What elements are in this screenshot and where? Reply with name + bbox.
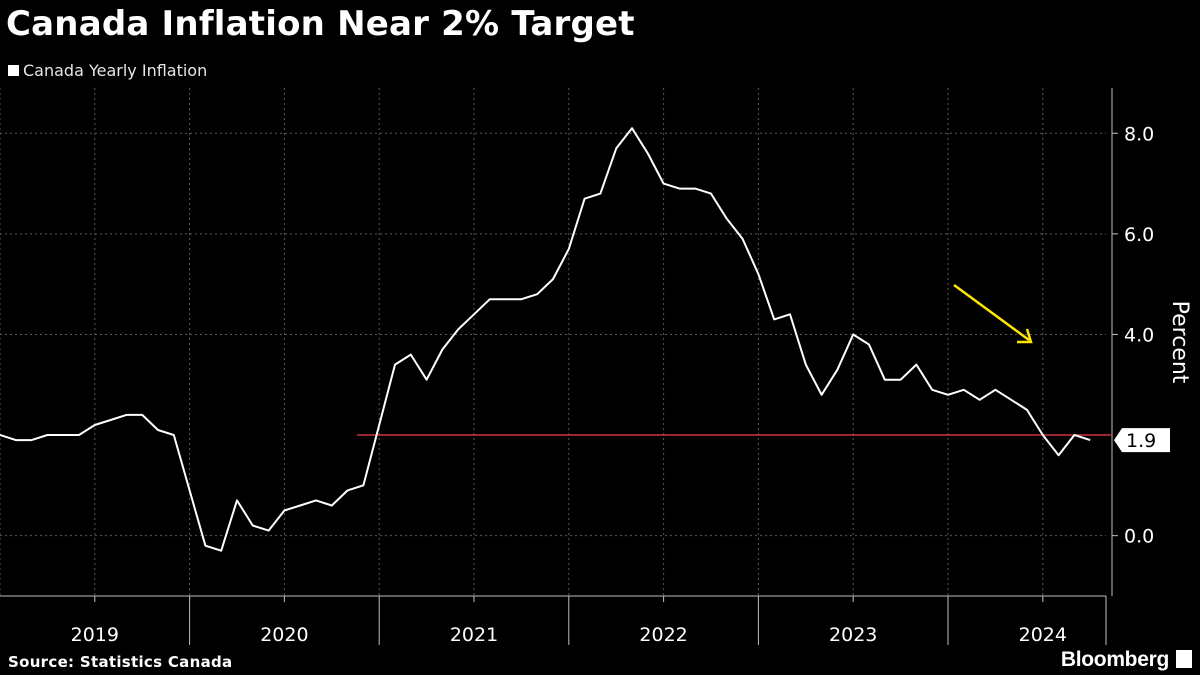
x-tick-label: 2020 (260, 624, 308, 646)
legend-swatch (8, 65, 19, 76)
source-note: Source: Statistics Canada (8, 653, 233, 671)
y-tick-label: 0.0 (1124, 526, 1154, 548)
annotation-arrowhead (1017, 328, 1033, 344)
y-axis-title: Percent (1167, 301, 1192, 384)
end-value-label: 1.9 (1126, 430, 1156, 452)
x-tick-label: 2022 (639, 624, 687, 646)
brand-mark-icon (1176, 650, 1192, 668)
y-tick-label: 4.0 (1124, 324, 1154, 346)
y-tick-label: 6.0 (1124, 224, 1154, 246)
x-tick-label: 2024 (1019, 624, 1067, 646)
chart-title: Canada Inflation Near 2% Target (6, 4, 635, 44)
legend: Canada Yearly Inflation (8, 61, 207, 80)
x-tick-label: 2021 (450, 624, 498, 646)
legend-label: Canada Yearly Inflation (23, 61, 208, 80)
x-tick-label: 2019 (71, 624, 119, 646)
end-value-badge (1114, 428, 1170, 453)
brand-logo: Bloomberg (1060, 648, 1169, 671)
x-tick-label: 2023 (829, 624, 877, 646)
annotation-arrow-shaft (953, 283, 1030, 342)
y-tick-label: 8.0 (1124, 123, 1154, 145)
series-line-canada-yearly-inflation (0, 127, 1091, 552)
